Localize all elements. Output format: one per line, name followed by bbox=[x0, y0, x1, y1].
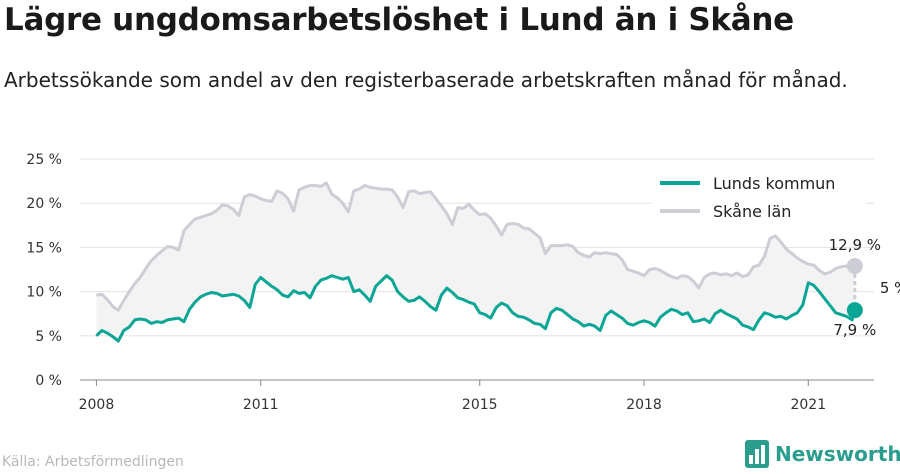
series-line-lunds-kommun bbox=[95, 274, 857, 343]
x-tick-label: 2008 bbox=[79, 397, 115, 413]
skane-last-label: 12,9 % bbox=[829, 236, 881, 254]
lund-last-label: 7,9 % bbox=[833, 321, 876, 339]
y-tick-label: 10 % bbox=[26, 285, 62, 301]
x-tick-label: 2018 bbox=[626, 397, 662, 413]
x-axis: 2008 2011 2015 2018 2021 bbox=[79, 380, 826, 413]
gap-area bbox=[96, 182, 855, 342]
skane-end-marker bbox=[846, 257, 863, 274]
y-tick-label: 25 % bbox=[26, 152, 62, 168]
x-tick-label: 2011 bbox=[243, 397, 279, 413]
y-tick-label: 20 % bbox=[26, 196, 62, 212]
newsworthy-logo-icon bbox=[745, 440, 769, 468]
y-tick-label: 15 % bbox=[26, 240, 62, 256]
chart-subtitle: Arbetssökande som andel av den registerb… bbox=[4, 68, 848, 92]
gap-label: 5 % bbox=[880, 279, 900, 297]
brand-logo: Newsworthy bbox=[745, 440, 900, 468]
legend-label: Skåne län bbox=[713, 202, 791, 221]
y-axis: 0 % 5 % 10 % 15 % 20 % 25 % bbox=[26, 152, 62, 389]
brand-name: Newsworthy bbox=[775, 442, 900, 466]
series-lines bbox=[95, 181, 857, 343]
legend: Lunds kommun Skåne län bbox=[652, 168, 866, 226]
annotations: 12,9 % 7,9 % 5 % bbox=[829, 236, 900, 339]
legend-label: Lunds kommun bbox=[713, 174, 835, 193]
series-line-skane-lan bbox=[96, 181, 855, 312]
source-note: Källa: Arbetsförmedlingen bbox=[2, 454, 184, 470]
legend-background bbox=[652, 168, 866, 226]
line-chart: 0 %5 %10 %15 %20 %25 % 2008 2011 2015 2018 2… bbox=[26, 152, 900, 413]
y-tick-label: 5 % bbox=[35, 329, 62, 345]
chart-title: Lägre ungdomsarbetslöshet i Lund än i Sk… bbox=[4, 2, 794, 38]
x-tick-label: 2015 bbox=[462, 397, 498, 413]
x-tick-label: 2021 bbox=[790, 397, 826, 413]
y-tick-label: 0 % bbox=[35, 373, 62, 389]
lund-end-marker bbox=[846, 302, 863, 319]
gap-fill bbox=[96, 182, 855, 342]
